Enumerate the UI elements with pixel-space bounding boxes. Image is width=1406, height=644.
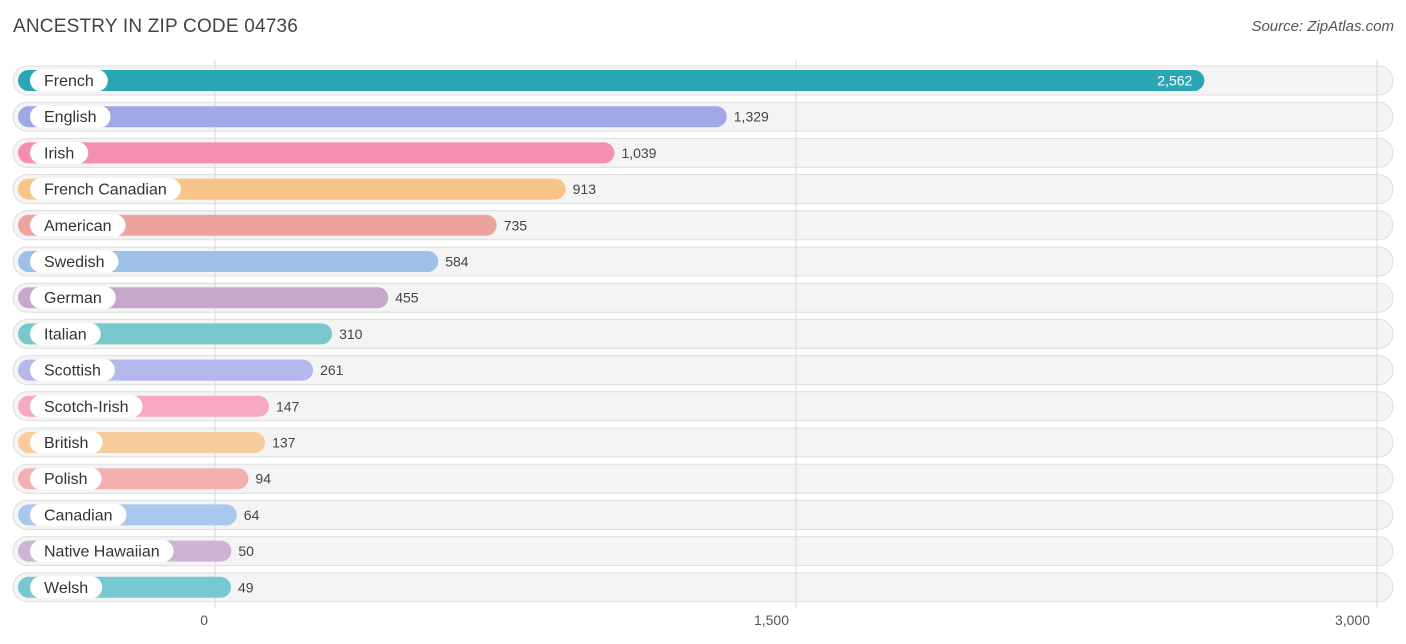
row-background [12, 391, 1394, 422]
value-label: 913 [573, 181, 597, 197]
value-label: 310 [339, 326, 363, 342]
bar [18, 251, 439, 272]
category-label: American [44, 218, 112, 235]
category-label: Italian [44, 326, 87, 343]
category-label: Irish [44, 145, 74, 162]
value-label: 584 [445, 254, 469, 270]
category-label: Canadian [44, 507, 113, 524]
value-label: 735 [504, 217, 528, 233]
category-label: French [44, 73, 94, 90]
category-label: French Canadian [44, 182, 167, 199]
row-background [12, 463, 1394, 494]
category-label-pill [30, 576, 103, 599]
category-label-pill [30, 214, 126, 237]
category-label-pill [30, 540, 174, 563]
bar [18, 106, 727, 128]
category-label-pill [30, 322, 101, 345]
value-label: 137 [272, 435, 296, 451]
category-label: Welsh [44, 580, 88, 597]
value-label: 50 [238, 543, 254, 559]
category-label-pill [30, 431, 103, 454]
row-background [12, 572, 1394, 603]
axis-tick-label: 3,000 [1335, 612, 1370, 628]
value-label: 64 [244, 507, 260, 523]
category-label-pill [30, 286, 116, 309]
value-label: 1,039 [621, 145, 656, 161]
row-background [12, 318, 1394, 349]
bar [18, 70, 1205, 91]
category-label: British [44, 435, 88, 452]
category-label: Scotch-Irish [44, 399, 128, 416]
category-label-pill [30, 178, 181, 201]
category-label-pill [30, 250, 119, 273]
row-background [12, 536, 1394, 567]
bar [18, 214, 497, 236]
value-label: 147 [276, 398, 300, 414]
row-background [12, 427, 1394, 458]
category-label-pill [30, 395, 143, 418]
category-label: Swedish [44, 254, 104, 271]
category-label-pill [30, 69, 108, 92]
value-label: 455 [395, 290, 419, 306]
category-label: Scottish [44, 363, 101, 380]
category-label-pill [30, 359, 115, 382]
category-label: Native Hawaiian [44, 544, 160, 561]
category-label: English [44, 109, 96, 126]
row-background [12, 355, 1394, 386]
category-label-pill [30, 503, 127, 526]
category-label-pill [30, 467, 102, 490]
value-label: 1,329 [734, 109, 769, 125]
value-label: 261 [320, 362, 344, 378]
source-note: Source: ZipAtlas.com [1251, 18, 1394, 35]
axis-tick-label: 1,500 [754, 612, 789, 628]
bar [18, 142, 615, 164]
value-label: 49 [238, 579, 254, 595]
category-label-pill [30, 141, 89, 164]
row-background [12, 499, 1394, 530]
chart-title: ANCESTRY IN ZIP CODE 04736 [13, 16, 299, 37]
category-label-pill [30, 105, 111, 128]
axis-tick-label: 0 [200, 612, 208, 628]
value-label: 2,562 [1157, 73, 1192, 89]
category-label: German [44, 290, 102, 307]
category-label: Polish [44, 471, 88, 488]
value-label: 94 [255, 471, 271, 487]
